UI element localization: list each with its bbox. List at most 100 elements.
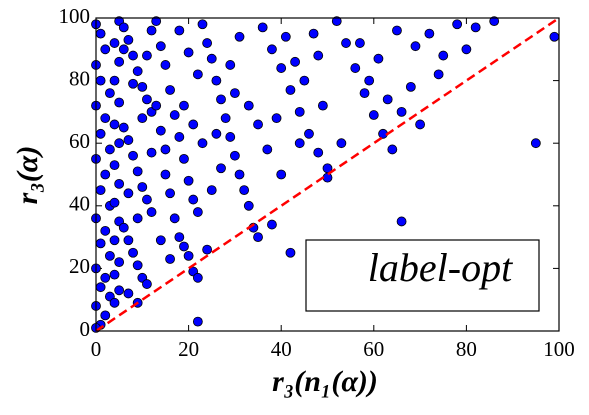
point [202,38,213,48]
point [424,28,435,39]
point [109,269,120,280]
y-tick-label: 80 [69,66,90,90]
point [179,241,189,252]
point [165,188,175,199]
point [225,60,236,70]
point [146,207,157,217]
point [128,78,138,89]
point [341,38,351,48]
point [183,175,194,186]
point [118,22,129,33]
point [192,316,203,327]
y-axis-label: r₃(α) [11,146,44,205]
point [188,194,199,205]
point [155,125,166,136]
x-tick-label: 0 [91,337,102,361]
point [137,81,148,92]
point [109,197,120,208]
point [100,225,111,236]
point [299,75,310,86]
point [489,16,500,27]
point [114,56,125,67]
point [95,75,106,86]
point [174,132,185,142]
point [392,25,402,36]
point [290,56,300,67]
point [216,94,226,105]
point [183,47,194,58]
point [433,69,444,80]
point [350,63,361,73]
point [368,110,379,120]
x-tick-label: 100 [543,337,575,361]
point [405,81,416,92]
point [253,232,263,243]
point [109,119,120,130]
y-tick-label: 60 [69,129,90,153]
y-tick-label: 40 [69,192,90,216]
x-tick-label: 20 [178,337,199,361]
point [253,119,263,130]
point [415,119,426,130]
point [114,178,125,189]
point [137,113,148,124]
point [317,100,328,111]
point [151,16,162,27]
point [118,122,129,133]
point [206,53,217,64]
point [294,138,305,149]
point [160,144,171,155]
point [128,247,138,258]
point [239,185,250,196]
point [359,88,370,99]
point [100,169,111,180]
plot-frame [95,17,560,332]
point [216,163,226,174]
point [229,150,240,161]
point [151,100,162,111]
point [109,75,120,86]
point [197,138,208,149]
point [285,247,296,258]
point [549,31,560,42]
point [234,31,245,42]
point [95,238,106,249]
point [262,144,273,155]
point [109,297,120,308]
y-tick-label: 100 [59,4,91,28]
point [155,41,166,52]
point [114,285,125,296]
point [294,107,305,117]
point [234,169,245,180]
x-tick-label: 60 [363,337,384,361]
point [470,22,481,33]
point [202,244,213,255]
point [118,44,129,55]
point [229,88,240,99]
point [276,63,287,73]
point [109,38,120,48]
point [313,147,324,158]
annotation-box [305,239,540,312]
point [169,213,180,224]
point [128,50,138,61]
point [211,128,222,139]
point [100,310,111,321]
point [165,85,175,95]
point [304,128,314,139]
point [146,25,157,36]
point [169,110,180,120]
point [271,113,282,124]
point [146,147,157,158]
point [243,100,254,111]
point [197,19,208,30]
point [160,60,171,70]
point [336,138,347,149]
point [132,166,143,177]
point [322,172,333,183]
point [313,50,324,61]
point [132,66,143,77]
point [123,188,134,199]
point [142,50,152,61]
